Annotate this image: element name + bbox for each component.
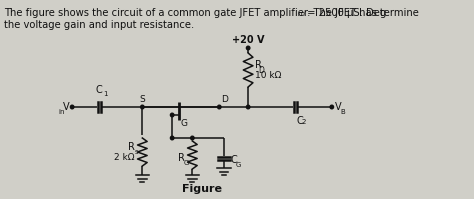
Text: m: m	[298, 11, 305, 17]
Circle shape	[246, 105, 250, 109]
Text: s: s	[135, 148, 138, 154]
Text: = 2500 μS. Determine: = 2500 μS. Determine	[304, 8, 419, 18]
Text: 10 kΩ: 10 kΩ	[255, 71, 281, 81]
Circle shape	[141, 105, 144, 109]
Text: C: C	[96, 85, 102, 95]
Text: V: V	[335, 102, 341, 112]
Text: the voltage gain and input resistance.: the voltage gain and input resistance.	[4, 20, 194, 30]
Text: G: G	[183, 160, 189, 166]
Text: G: G	[236, 162, 241, 168]
Circle shape	[171, 136, 174, 140]
Circle shape	[246, 46, 250, 50]
Text: The figure shows the circuit of a common gate JFET amplifier. The JFET has g: The figure shows the circuit of a common…	[4, 8, 386, 18]
Text: 2: 2	[301, 119, 305, 125]
Text: +20 V: +20 V	[232, 35, 264, 45]
Circle shape	[330, 105, 334, 109]
Circle shape	[218, 105, 221, 109]
Circle shape	[191, 136, 194, 140]
Circle shape	[171, 113, 174, 117]
Text: V: V	[63, 102, 69, 112]
Text: B: B	[340, 108, 345, 114]
Text: D: D	[221, 95, 228, 104]
Text: D: D	[259, 66, 264, 75]
Circle shape	[71, 105, 74, 109]
Text: Figure: Figure	[182, 184, 222, 194]
Text: S: S	[139, 95, 145, 104]
Text: C: C	[296, 116, 303, 126]
Text: R: R	[128, 142, 135, 152]
Text: G: G	[181, 119, 188, 128]
Text: C: C	[231, 155, 237, 165]
Text: R: R	[178, 153, 185, 163]
Text: 2 kΩ: 2 kΩ	[114, 153, 135, 163]
Text: 1: 1	[103, 91, 108, 97]
Text: in: in	[58, 108, 64, 114]
Text: R: R	[255, 60, 262, 70]
